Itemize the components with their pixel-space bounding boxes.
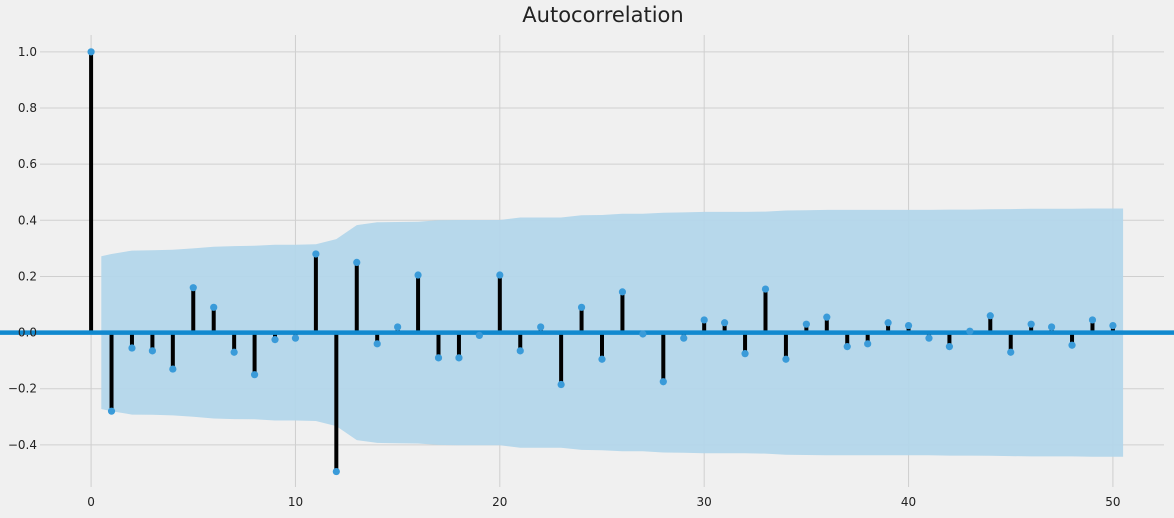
acf-marker bbox=[864, 340, 872, 348]
acf-marker bbox=[843, 343, 851, 351]
x-tick-label: 10 bbox=[288, 495, 303, 509]
acf-marker bbox=[475, 331, 483, 339]
y-axis-ticks: −0.4 −0.2 0.0 0.2 0.4 0.6 0.8 1.0 bbox=[8, 45, 37, 452]
y-tick-label: 0.2 bbox=[18, 269, 37, 283]
acf-marker bbox=[312, 250, 320, 258]
acf-marker bbox=[434, 354, 443, 362]
x-tick-label: 20 bbox=[492, 495, 507, 509]
y-tick-label: 0.4 bbox=[18, 213, 37, 227]
acf-marker bbox=[169, 365, 177, 373]
acf-marker bbox=[598, 355, 606, 363]
acf-marker bbox=[904, 321, 913, 330]
acf-marker bbox=[761, 285, 770, 293]
x-tick-label: 50 bbox=[1105, 495, 1120, 509]
x-axis-ticks: 0 10 20 30 40 50 bbox=[87, 495, 1120, 509]
acf-marker bbox=[577, 303, 586, 311]
acf-marker bbox=[373, 340, 381, 348]
acf-marker bbox=[271, 336, 279, 344]
acf-marker bbox=[966, 327, 974, 335]
y-tick-label: 1.0 bbox=[18, 45, 37, 59]
acf-marker bbox=[700, 316, 708, 324]
acf-marker bbox=[639, 330, 647, 338]
y-tick-label: 0.8 bbox=[18, 101, 37, 115]
acf-marker bbox=[230, 348, 238, 356]
y-tick-label: −0.4 bbox=[8, 438, 37, 452]
acf-marker bbox=[455, 354, 463, 362]
y-tick-label: 0.6 bbox=[18, 157, 37, 171]
acf-marker bbox=[721, 319, 729, 327]
x-tick-label: 0 bbox=[87, 495, 95, 509]
acf-marker bbox=[128, 344, 136, 352]
acf-marker bbox=[823, 313, 831, 321]
acf-marker bbox=[782, 355, 790, 363]
acf-marker bbox=[1048, 323, 1056, 331]
acf-marker bbox=[107, 407, 116, 415]
acf-marker bbox=[986, 312, 994, 320]
acf-marker bbox=[1109, 321, 1117, 330]
acf-marker bbox=[945, 343, 954, 351]
acf-marker bbox=[659, 378, 667, 386]
y-tick-label: 0.0 bbox=[18, 326, 37, 340]
acf-marker bbox=[496, 271, 504, 279]
acf-markers bbox=[87, 48, 1117, 476]
acf-marker bbox=[925, 334, 933, 342]
x-tick-label: 40 bbox=[901, 495, 916, 509]
acf-marker bbox=[1007, 348, 1015, 356]
acf-marker bbox=[1068, 341, 1076, 349]
acf-marker bbox=[802, 320, 810, 328]
acf-marker bbox=[332, 467, 340, 476]
acf-marker bbox=[884, 319, 892, 327]
acf-marker bbox=[1088, 316, 1097, 324]
acf-marker bbox=[741, 350, 749, 358]
chart-title: Autocorrelation bbox=[522, 3, 683, 27]
acf-marker bbox=[537, 323, 545, 331]
acf-marker bbox=[189, 284, 197, 292]
acf-marker bbox=[1027, 320, 1035, 328]
acf-marker bbox=[516, 347, 524, 355]
acf-marker bbox=[291, 334, 300, 342]
acf-marker bbox=[250, 371, 259, 379]
acf-marker bbox=[618, 288, 627, 296]
x-tick-label: 30 bbox=[697, 495, 712, 509]
acf-marker bbox=[394, 323, 402, 331]
acf-marker bbox=[87, 48, 95, 56]
acf-marker bbox=[210, 303, 218, 311]
acf-marker bbox=[353, 258, 361, 267]
acf-marker bbox=[148, 347, 156, 355]
acf-marker bbox=[557, 380, 565, 389]
acf-marker bbox=[680, 334, 688, 342]
y-tick-label: −0.2 bbox=[8, 382, 37, 396]
acf-marker bbox=[414, 271, 422, 279]
